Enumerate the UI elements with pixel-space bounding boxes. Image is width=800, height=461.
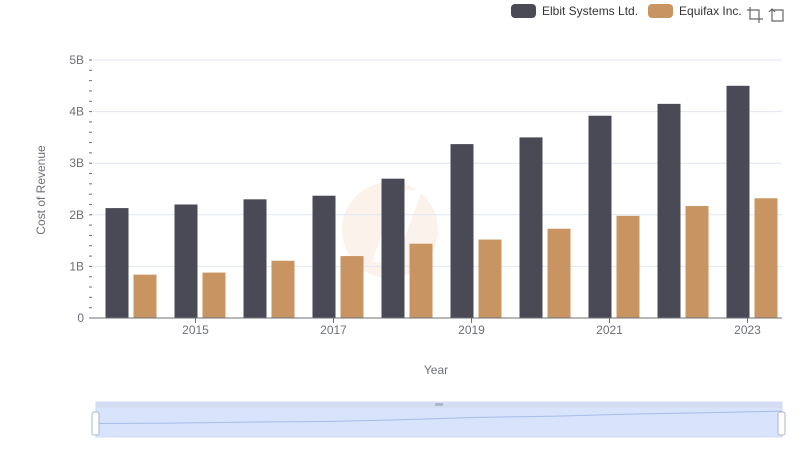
bar-elbit-2020[interactable] [519,137,543,318]
bar-equifax-2021[interactable] [616,215,640,318]
bars [105,85,778,318]
y-axis-minor-ticks [89,59,92,319]
bar-equifax-2023[interactable] [754,198,778,318]
data-zoom-slider[interactable] [91,401,786,438]
bar-elbit-2014[interactable] [105,208,129,318]
bar-elbit-2019[interactable] [450,144,474,318]
x-tick-label: 2019 [458,323,485,337]
bar-elbit-2021[interactable] [588,115,612,318]
data-zoom-icon[interactable] [746,6,764,24]
bar-elbit-2022[interactable] [657,103,681,318]
bar-equifax-2014[interactable] [133,274,157,318]
x-tick-label: 2017 [320,323,347,337]
x-axis-ticks: 2015 2017 2019 2021 2023 [182,318,761,337]
bar-elbit-2018[interactable] [381,178,405,318]
legend-label-elbit: Elbit Systems Ltd. [542,4,639,18]
restore-icon[interactable] [768,6,786,24]
bar-elbit-2017[interactable] [312,195,336,318]
y-axis-title: Cost of Revenue [34,145,48,235]
y-tick-label: 5B [69,53,84,67]
bar-elbit-2016[interactable] [243,199,267,318]
data-zoom-preview-line [95,410,783,424]
x-tick-label: 2021 [596,323,623,337]
legend-item-elbit[interactable]: Elbit Systems Ltd. [511,4,638,18]
y-axis-labels: 0 1B 2B 3B 4B 5B [69,53,84,325]
x-tick-label: 2023 [734,323,761,337]
bar-equifax-2020[interactable] [547,228,571,318]
legend-label-equifax: Equifax Inc. [679,4,742,18]
y-tick-label: 2B [69,208,84,222]
x-axis-title: Year [424,363,448,377]
toolbox [746,6,790,24]
bar-equifax-2019[interactable] [478,239,502,318]
bar-elbit-2015[interactable] [174,204,198,318]
bar-equifax-2016[interactable] [271,260,295,318]
bar-equifax-2018[interactable] [409,243,433,318]
y-tick-label: 1B [69,259,84,273]
legend-item-equifax[interactable]: Equifax Inc. [648,4,742,18]
legend: Elbit Systems Ltd. Equifax Inc. [511,4,752,18]
bar-elbit-2023[interactable] [726,85,750,318]
data-zoom-left-handle[interactable] [91,411,100,436]
x-tick-label: 2015 [182,323,209,337]
y-tick-label: 0 [77,311,84,325]
data-zoom-right-handle[interactable] [777,411,786,436]
bar-equifax-2015[interactable] [202,272,226,318]
legend-swatch-equifax [648,4,674,18]
y-tick-label: 4B [69,105,84,119]
bar-equifax-2017[interactable] [340,256,364,318]
legend-swatch-elbit [511,4,536,18]
bar-equifax-2022[interactable] [685,206,709,318]
data-zoom-grip-icon [435,403,443,406]
y-tick-label: 3B [69,156,84,170]
